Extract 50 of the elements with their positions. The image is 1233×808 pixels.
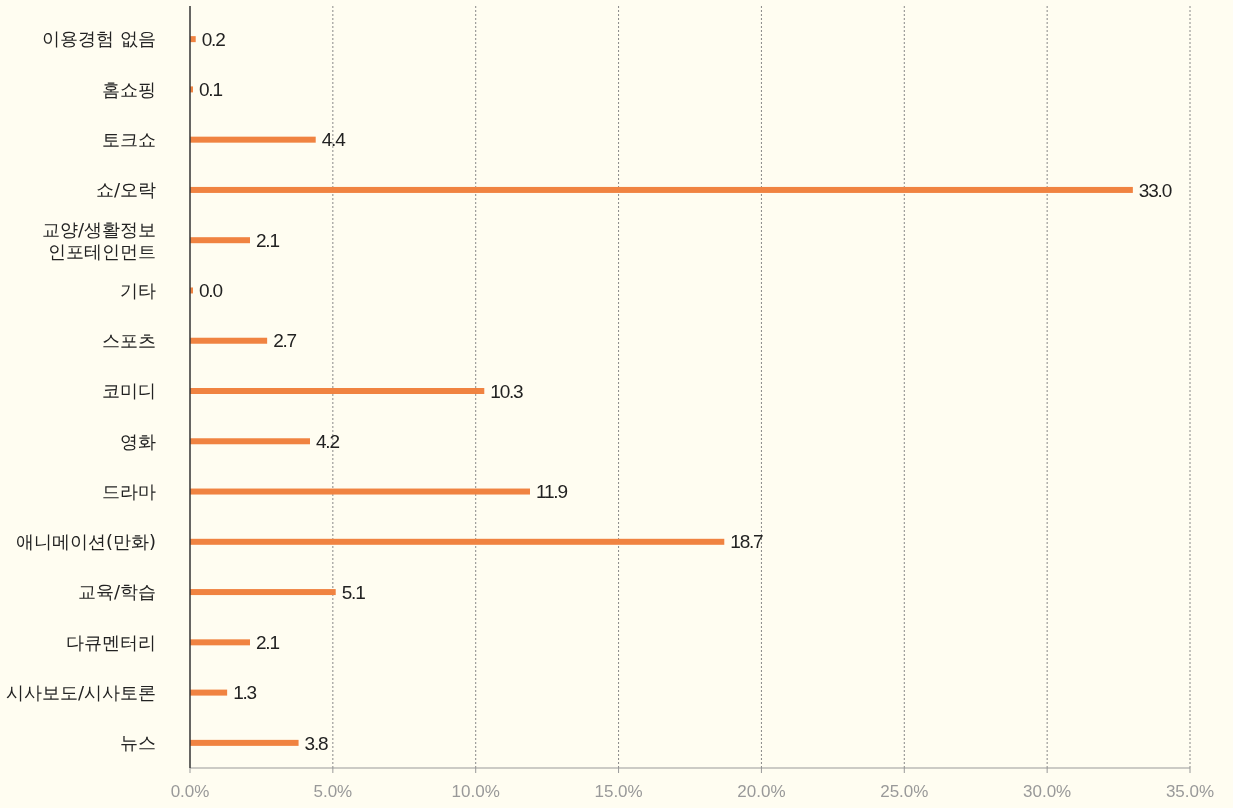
y-tick-label: 다큐멘터리 bbox=[66, 631, 156, 653]
data-label: 33.0 bbox=[1138, 179, 1172, 201]
x-tick-label: 10.0% bbox=[451, 782, 500, 801]
y-tick-label: 쇼/오락 bbox=[95, 179, 156, 201]
y-tick-label: 애니메이션(만화) bbox=[15, 531, 156, 553]
x-tick-label: 0.0% bbox=[170, 782, 210, 801]
bar bbox=[190, 186, 1133, 193]
y-tick-label: 이용경험 없음 bbox=[42, 28, 156, 50]
y-tick-label: 교육/학습 bbox=[77, 581, 156, 603]
bar bbox=[190, 488, 530, 495]
y-tick-label: 스포츠 bbox=[102, 330, 156, 352]
y-tick-label: 뉴스 bbox=[120, 732, 156, 754]
bar bbox=[190, 538, 725, 545]
data-label: 0.0 bbox=[199, 280, 223, 302]
bar bbox=[190, 639, 250, 646]
y-tick-label: 영화 bbox=[120, 430, 156, 452]
data-label: 1.3 bbox=[233, 682, 257, 704]
data-label: 0.1 bbox=[199, 79, 223, 101]
y-tick-label: 코미디 bbox=[102, 380, 156, 402]
x-tick-label: 20.0% bbox=[737, 782, 786, 801]
data-label: 4.2 bbox=[316, 430, 340, 452]
data-label: 10.3 bbox=[490, 380, 524, 402]
bar bbox=[190, 388, 485, 394]
data-label: 3.8 bbox=[304, 732, 329, 754]
y-tick-label: 기타 bbox=[120, 279, 156, 301]
data-label: 4.4 bbox=[321, 129, 347, 151]
bar bbox=[190, 237, 250, 244]
data-label: 18.7 bbox=[730, 531, 764, 553]
data-label: 2.1 bbox=[256, 631, 280, 653]
data-label: 11.9 bbox=[536, 481, 568, 503]
y-tick-label: 홈쇼핑 bbox=[102, 78, 156, 100]
bar bbox=[190, 689, 228, 696]
bar bbox=[190, 739, 299, 746]
x-tick-label: 35.0% bbox=[1165, 782, 1215, 801]
y-tick-label: 토크쇼 bbox=[102, 128, 156, 150]
x-tick-label: 25.0% bbox=[880, 782, 929, 801]
data-label: 0.2 bbox=[201, 28, 226, 50]
bar bbox=[190, 589, 336, 596]
x-tick-label: 5.0% bbox=[313, 782, 353, 801]
y-tick-label: 드라마 bbox=[102, 480, 156, 502]
x-tick-label: 15.0% bbox=[594, 782, 643, 801]
y-tick-label: 교양/생활정보 인포테인먼트 bbox=[41, 218, 156, 262]
data-label: 5.1 bbox=[341, 581, 366, 603]
x-tick-label: 30.0% bbox=[1023, 782, 1072, 801]
y-tick-label: 시사보도/시사토론 bbox=[5, 681, 156, 703]
data-label: 2.7 bbox=[273, 330, 297, 352]
bar bbox=[190, 136, 316, 143]
bar bbox=[190, 438, 310, 445]
data-label: 2.1 bbox=[256, 229, 280, 251]
bar bbox=[190, 337, 268, 344]
